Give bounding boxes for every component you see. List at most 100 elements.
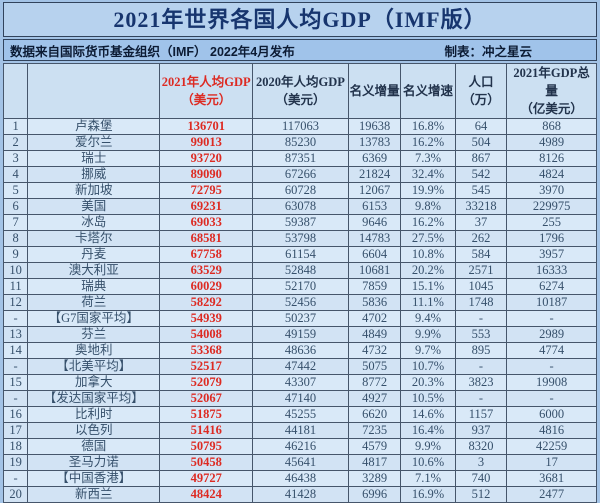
nominal-growth-cell: 20.2%: [400, 262, 456, 280]
table-row: 1 卢森堡 136701 117063 19638 16.8% 64 868: [2, 118, 597, 136]
nominal-growth-cell: 10.5%: [400, 390, 456, 408]
rank-cell: 14: [2, 342, 29, 360]
gdp2021-cell: 54008: [159, 326, 254, 344]
table-row: 19 圣马力诺 50458 45641 4817 10.6% 3 17: [2, 454, 597, 472]
country-cell: 德国: [27, 438, 161, 456]
nominal-increase-cell: 4927: [347, 390, 402, 408]
population-cell: 64: [454, 118, 508, 136]
population-cell: 895: [454, 342, 508, 360]
total-gdp-cell: 16333: [506, 262, 597, 280]
nominal-increase-cell: 6604: [347, 246, 402, 264]
table-row: - 【北美平均】 52517 47442 5075 10.7% - -: [2, 358, 597, 376]
population-cell: 1045: [454, 278, 508, 296]
population-cell: 33218: [454, 198, 508, 216]
table-row: 15 加拿大 52079 43307 8772 20.3% 3823 19908: [2, 374, 597, 392]
nominal-increase-cell: 19638: [347, 118, 402, 136]
gdp2021-cell: 52517: [159, 358, 254, 376]
country-cell: 挪威: [27, 166, 161, 184]
nominal-increase-cell: 6996: [347, 486, 402, 503]
country-cell: 澳大利亚: [27, 262, 161, 280]
total-gdp-cell: 1796: [506, 230, 597, 248]
gdp2020-cell: 117063: [252, 118, 349, 136]
nominal-growth-cell: 19.9%: [400, 182, 456, 200]
table-row: 2 爱尔兰 99013 85230 13783 16.2% 504 4989: [2, 134, 597, 152]
gdp2020-cell: 45255: [252, 406, 349, 424]
table-row: 5 新加坡 72795 60728 12067 19.9% 545 3970: [2, 182, 597, 200]
nominal-growth-cell: 16.9%: [400, 486, 456, 503]
nominal-growth-cell: 16.2%: [400, 134, 456, 152]
population-cell: 512: [454, 486, 508, 503]
nominal-increase-cell: 4702: [347, 310, 402, 328]
table-row: - 【中国香港】 49727 46438 3289 7.1% 740 3681: [2, 470, 597, 488]
gdp2020-cell: 87351: [252, 150, 349, 168]
total-gdp-cell: 3957: [506, 246, 597, 264]
rank-cell: 9: [2, 246, 29, 264]
nominal-growth-cell: 15.1%: [400, 278, 456, 296]
gdp2020-cell: 49159: [252, 326, 349, 344]
population-cell: 542: [454, 166, 508, 184]
population-cell: -: [454, 390, 508, 408]
rank-cell: -: [2, 310, 29, 328]
gdp2020-cell: 45641: [252, 454, 349, 472]
gdp2021-cell: 72795: [159, 182, 254, 200]
population-cell: -: [454, 310, 508, 328]
gdp2021-cell: 68581: [159, 230, 254, 248]
total-gdp-cell: 2989: [506, 326, 597, 344]
nominal-growth-cell: 32.4%: [400, 166, 456, 184]
gdp2021-cell: 93720: [159, 150, 254, 168]
country-cell: 比利时: [27, 406, 161, 424]
nominal-growth-cell: 9.9%: [400, 438, 456, 456]
gdp2020-cell: 44181: [252, 422, 349, 440]
gdp2021-cell: 51875: [159, 406, 254, 424]
nominal-increase-cell: 3289: [347, 470, 402, 488]
nominal-growth-cell: 16.2%: [400, 214, 456, 232]
gdp2020-cell: 52456: [252, 294, 349, 312]
gdp2020-cell: 47140: [252, 390, 349, 408]
gdp2021-cell: 69033: [159, 214, 254, 232]
nominal-increase-cell: 6369: [347, 150, 402, 168]
population-cell: 545: [454, 182, 508, 200]
gdp2020-cell: 60728: [252, 182, 349, 200]
table-row: 7 冰岛 69033 59387 9646 16.2% 37 255: [2, 214, 597, 232]
table-body: 1 卢森堡 136701 117063 19638 16.8% 64 868 2 爱尔兰 99013…: [2, 118, 597, 503]
population-cell: -: [454, 358, 508, 376]
total-gdp-cell: 4989: [506, 134, 597, 152]
table-row: - 【G7国家平均】 54939 50237 4702 9.4% - -: [2, 310, 597, 328]
nominal-increase-cell: 7235: [347, 422, 402, 440]
nominal-increase-cell: 4732: [347, 342, 402, 360]
gdp2020-cell: 52848: [252, 262, 349, 280]
nominal-growth-cell: 10.8%: [400, 246, 456, 264]
country-cell: 加拿大: [27, 374, 161, 392]
nominal-increase-header: 名义增量: [347, 62, 402, 120]
country-cell: 【北美平均】: [27, 358, 161, 376]
credit-label: 制表：冲之星云: [444, 44, 532, 59]
country-cell: 冰岛: [27, 214, 161, 232]
gdp2021-cell: 50458: [159, 454, 254, 472]
country-cell: 圣马力诺: [27, 454, 161, 472]
total-gdp-cell: 3681: [506, 470, 597, 488]
nominal-increase-cell: 4579: [347, 438, 402, 456]
population-cell: 3823: [454, 374, 508, 392]
rank-cell: 16: [2, 406, 29, 424]
nominal-growth-header: 名义增速: [400, 62, 456, 120]
gdp2020-cell: 41428: [252, 486, 349, 503]
total-gdp-cell: -: [506, 358, 597, 376]
country-cell: 卢森堡: [27, 118, 161, 136]
gdp2021-cell: 49727: [159, 470, 254, 488]
population-cell: 867: [454, 150, 508, 168]
gdp2020-header: 2020年人均GDP （美元）: [252, 62, 349, 120]
gdp2020-cell: 50237: [252, 310, 349, 328]
gdp2021-cell: 50795: [159, 438, 254, 456]
country-cell: 奥地利: [27, 342, 161, 360]
table-row: 10 澳大利亚 63529 52848 10681 20.2% 2571 16333: [2, 262, 597, 280]
table-row: 16 比利时 51875 45255 6620 14.6% 1157 6000: [2, 406, 597, 424]
rank-cell: -: [2, 470, 29, 488]
rank-cell: 11: [2, 278, 29, 296]
table-row: 8 卡塔尔 68581 53798 14783 27.5% 262 1796: [2, 230, 597, 248]
nominal-growth-cell: 14.6%: [400, 406, 456, 424]
nominal-growth-cell: 7.3%: [400, 150, 456, 168]
gdp2021-cell: 99013: [159, 134, 254, 152]
rank-cell: -: [2, 358, 29, 376]
gdp2020-cell: 53798: [252, 230, 349, 248]
population-cell: 1748: [454, 294, 508, 312]
